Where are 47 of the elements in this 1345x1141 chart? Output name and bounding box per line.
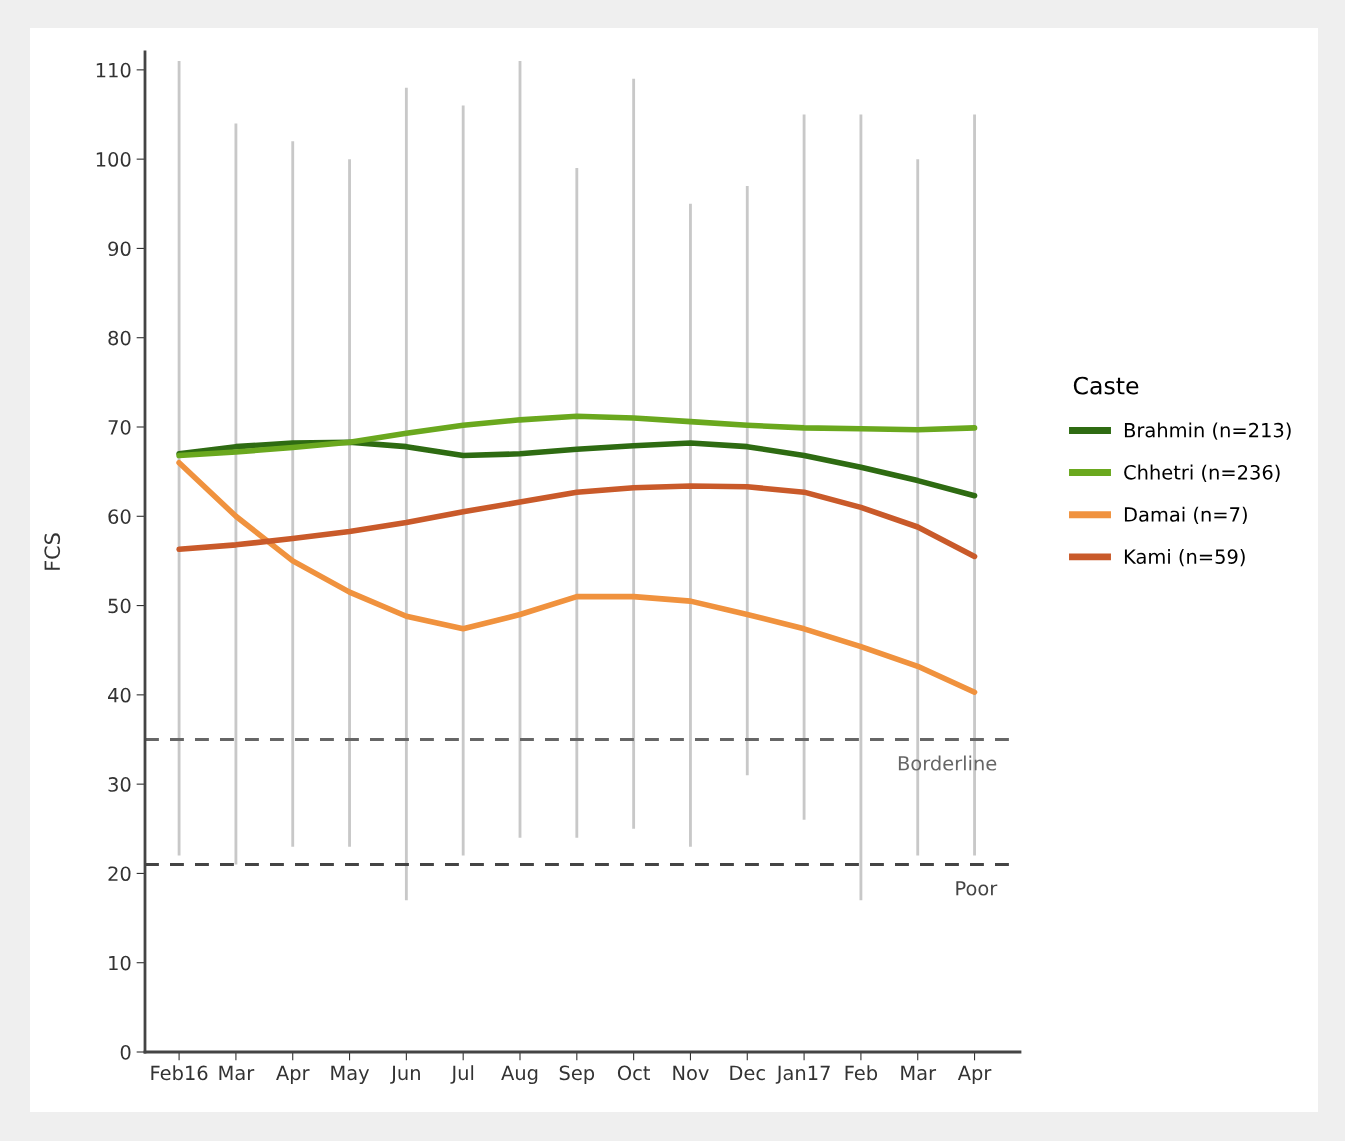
bar: [234, 123, 238, 865]
y-tick-label: 50: [108, 598, 131, 614]
x-tick-label: Jul: [450, 1065, 474, 1084]
x-tick-label: Feb: [845, 1065, 878, 1081]
y-axis-title: FCS: [44, 533, 61, 570]
x-tick-label: Jun: [390, 1065, 420, 1084]
bar: [404, 87, 408, 901]
bar: [461, 105, 465, 856]
y-tick-label: 100: [96, 152, 131, 167]
bar: [291, 141, 295, 847]
bar: [859, 114, 863, 901]
y-tick-label: 10: [109, 955, 131, 971]
ref-line-label: Poor: [956, 881, 998, 896]
y-tick-label: 80: [108, 330, 131, 346]
x-tick-label: Nov: [673, 1065, 709, 1081]
y-tick-label: 110: [96, 62, 131, 78]
bar: [689, 203, 692, 847]
y-tick-label: 30: [108, 777, 131, 792]
x-tick-label: Feb16: [151, 1065, 208, 1081]
bar: [632, 78, 636, 829]
x-tick-label: Apr: [276, 1065, 310, 1085]
legend-label: Damai (n=7): [1124, 506, 1247, 525]
bar: [575, 168, 579, 838]
x-tick-label: Aug: [501, 1065, 538, 1085]
y-tick-label: 60: [108, 509, 131, 524]
legend-label: Chhetri (n=236): [1124, 464, 1280, 482]
y-tick-label: 90: [108, 241, 131, 257]
x-tick-label: Apr: [957, 1065, 992, 1085]
x-tick-label: Mar: [219, 1065, 255, 1081]
y-tick-label: 20: [108, 866, 131, 882]
x-tick-label: Jan17: [775, 1065, 830, 1084]
bar: [348, 159, 351, 847]
bar: [177, 60, 181, 856]
x-tick-label: Dec: [730, 1065, 765, 1081]
y-tick-label: 0: [120, 1044, 131, 1060]
bar: [745, 185, 749, 776]
legend-title: Caste: [1073, 376, 1139, 395]
x-tick-label: Oct: [617, 1065, 650, 1081]
x-tick-label: May: [331, 1065, 370, 1085]
legend-label: Brahmin (n=213): [1124, 422, 1291, 440]
legend-label: Kami (n=59): [1124, 548, 1245, 567]
y-tick-label: 70: [108, 419, 131, 435]
x-tick-label: Mar: [901, 1065, 937, 1081]
y-tick-label: 40: [108, 687, 131, 703]
ref-line-label: Borderline: [898, 755, 997, 771]
x-tick-label: Sep: [559, 1065, 595, 1085]
bar: [802, 114, 806, 820]
